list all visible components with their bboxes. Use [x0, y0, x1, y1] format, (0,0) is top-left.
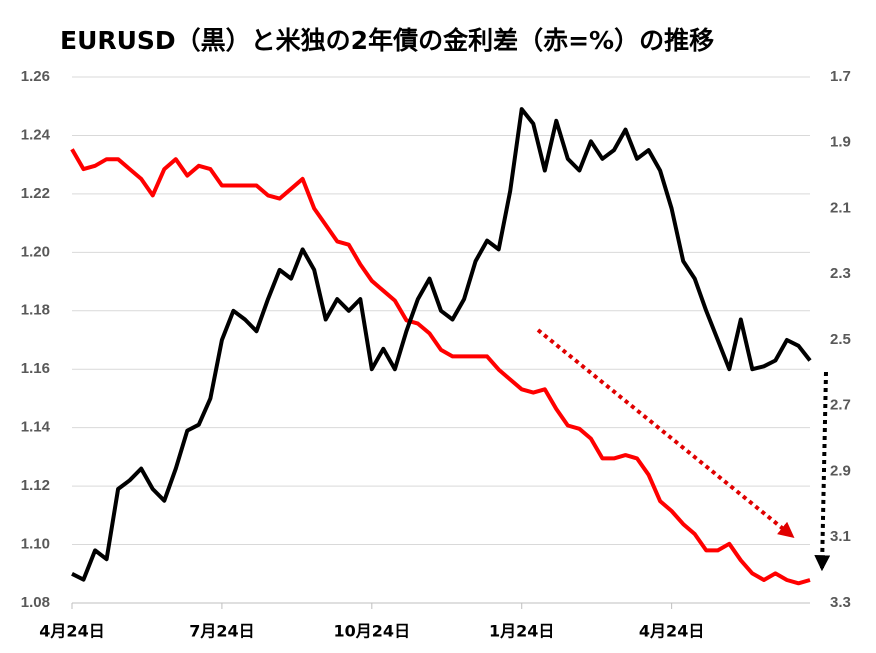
y2-tick-label: 3.1: [830, 528, 851, 545]
trend-arrow: [814, 371, 831, 572]
x-tick-label: 4月24日: [39, 622, 104, 641]
y-tick-label: 1.08: [21, 594, 50, 611]
x-tick-label: 4月24日: [639, 622, 704, 641]
y2-tick-label: 2.1: [830, 199, 851, 216]
y2-tick-label: 2.9: [830, 462, 851, 479]
y2-tick-label: 1.9: [830, 134, 851, 151]
y2-tick-label: 3.3: [830, 594, 851, 611]
trend-arrow: [536, 328, 795, 539]
y-tick-label: 1.26: [21, 68, 50, 85]
y-tick-label: 1.24: [21, 126, 51, 143]
series-line: [70, 148, 811, 586]
chart-title: EURUSD（黒）と米独の2年債の金利差（赤=%）の推移: [60, 26, 714, 55]
x-tick-label: 1月24日: [489, 622, 554, 641]
x-tick-label: 7月24日: [189, 622, 254, 641]
y-tick-label: 1.12: [21, 477, 50, 494]
y-tick-label: 1.18: [21, 302, 50, 319]
y-tick-label: 1.14: [21, 419, 51, 436]
y2-tick-label: 2.7: [830, 397, 851, 414]
y-tick-label: 1.16: [21, 360, 50, 377]
series-line: [71, 107, 812, 582]
y-tick-label: 1.10: [21, 536, 50, 553]
y2-tick-label: 2.3: [830, 265, 851, 282]
x-tick-label: 10月24日: [334, 622, 411, 641]
y-tick-label: 1.20: [21, 243, 50, 260]
y2-tick-label: 2.5: [830, 331, 851, 348]
y-tick-label: 1.22: [21, 185, 50, 202]
y2-tick-label: 1.7: [830, 68, 851, 85]
